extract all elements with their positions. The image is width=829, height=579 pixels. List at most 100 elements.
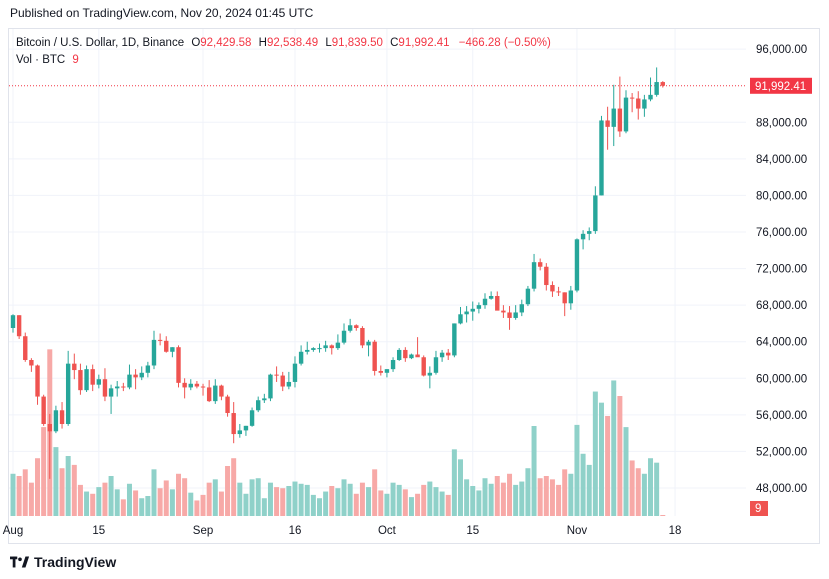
candle-body <box>605 120 610 127</box>
candle-body <box>206 387 212 402</box>
candle-body <box>458 314 463 324</box>
volume-bar <box>415 493 421 516</box>
open-label: O <box>191 37 201 49</box>
volume-bar <box>133 490 139 516</box>
y-tick-label: 80,000.00 <box>756 190 807 202</box>
volume-bar <box>261 498 267 516</box>
x-tick-label: Sep <box>193 525 213 537</box>
candle-body <box>157 339 163 341</box>
volume-bar <box>16 476 22 516</box>
candle-body <box>593 195 598 232</box>
y-tick-label: 96,000.00 <box>756 44 807 56</box>
candle-body <box>421 357 426 376</box>
volume-bar <box>433 487 439 516</box>
volume-bar <box>169 489 175 516</box>
candle-body <box>268 374 273 399</box>
candle-body <box>225 396 230 414</box>
volume-bar <box>329 486 335 516</box>
price-legend-row: Bitcoin / U.S. Dollar, 1D, Binance O92,4… <box>16 35 551 52</box>
candle-body <box>654 82 659 95</box>
volume-bar <box>488 483 494 516</box>
candle-body <box>243 425 249 431</box>
y-tick-label: 56,000.00 <box>756 410 807 422</box>
candle-body <box>256 400 261 411</box>
x-tick-label: Aug <box>3 525 23 537</box>
candle-body <box>286 381 292 387</box>
candle-body <box>507 312 512 318</box>
volume-bar <box>421 484 427 516</box>
candle-body <box>642 99 647 109</box>
volume-bar <box>267 482 273 516</box>
footer: TradingView <box>10 552 116 572</box>
volume-bar <box>341 479 347 516</box>
candle-body <box>16 315 22 337</box>
volume-bar <box>145 496 151 516</box>
candle-body <box>164 340 169 352</box>
volume-bar <box>617 396 623 516</box>
volume-bar <box>408 497 414 516</box>
volume-bar <box>519 481 525 516</box>
volume-bar <box>35 458 41 516</box>
candle-body <box>360 328 365 346</box>
volume-bar <box>84 491 90 516</box>
candle-body <box>378 370 383 373</box>
volume-bar <box>482 478 488 516</box>
candle-body <box>305 349 310 352</box>
volume-last-label: 9 <box>755 503 761 515</box>
volume-bar <box>126 483 132 516</box>
y-tick-label: 72,000.00 <box>756 264 807 276</box>
chart-frame <box>8 28 820 544</box>
volume-bar <box>556 484 562 516</box>
volume-bar <box>304 484 310 516</box>
open-value: 92,429.58 <box>200 37 252 49</box>
close-value: 91,992.41 <box>398 37 450 49</box>
volume-bar <box>543 476 549 516</box>
volume-bar <box>249 479 255 516</box>
volume-bar <box>53 447 59 516</box>
y-tick-label: 48,000.00 <box>756 483 807 495</box>
last-price-badge <box>750 77 812 94</box>
volume-value: 9 <box>72 54 79 66</box>
candle-body <box>580 233 586 240</box>
volume-bar <box>298 483 304 516</box>
volume-bar <box>317 498 322 516</box>
volume-bar <box>71 464 77 516</box>
volume-bar <box>41 427 47 516</box>
candle-body <box>409 354 414 359</box>
candle-body <box>170 347 175 352</box>
volume-bar <box>176 473 182 516</box>
close-label: C <box>390 37 399 49</box>
change-value: −466.28 (−0.50%) <box>458 37 551 49</box>
volume-bar <box>335 488 341 516</box>
candle-body <box>59 410 65 424</box>
last-price-label: 91,992.41 <box>755 81 806 93</box>
volume-bar <box>359 482 365 516</box>
volume-bar <box>507 473 513 516</box>
volume-bar <box>102 482 108 516</box>
candle-body <box>317 348 322 350</box>
candle-body <box>29 360 34 366</box>
volume-bar <box>641 473 647 516</box>
candle-body <box>65 363 71 424</box>
volume-bar <box>470 486 476 516</box>
volume-bar <box>274 487 280 516</box>
candle-body <box>427 372 433 376</box>
candle-body <box>10 315 16 328</box>
volume-bar <box>65 456 71 516</box>
candle-body <box>78 370 83 391</box>
volume-bar <box>648 458 654 516</box>
candle-body <box>133 374 138 378</box>
low-label: L <box>325 37 332 49</box>
volume-label: Vol · BTC <box>16 54 66 66</box>
candle-body <box>446 352 451 356</box>
candle-body <box>127 374 132 388</box>
symbol-title: Bitcoin / U.S. Dollar, 1D, Binance <box>16 37 185 49</box>
candle-body <box>433 357 439 373</box>
volume-bar <box>96 487 102 516</box>
candle-body <box>439 352 445 358</box>
volume-bar <box>586 464 592 516</box>
candle-body <box>488 296 494 299</box>
candle-body <box>660 82 665 86</box>
volume-bar <box>182 478 188 516</box>
